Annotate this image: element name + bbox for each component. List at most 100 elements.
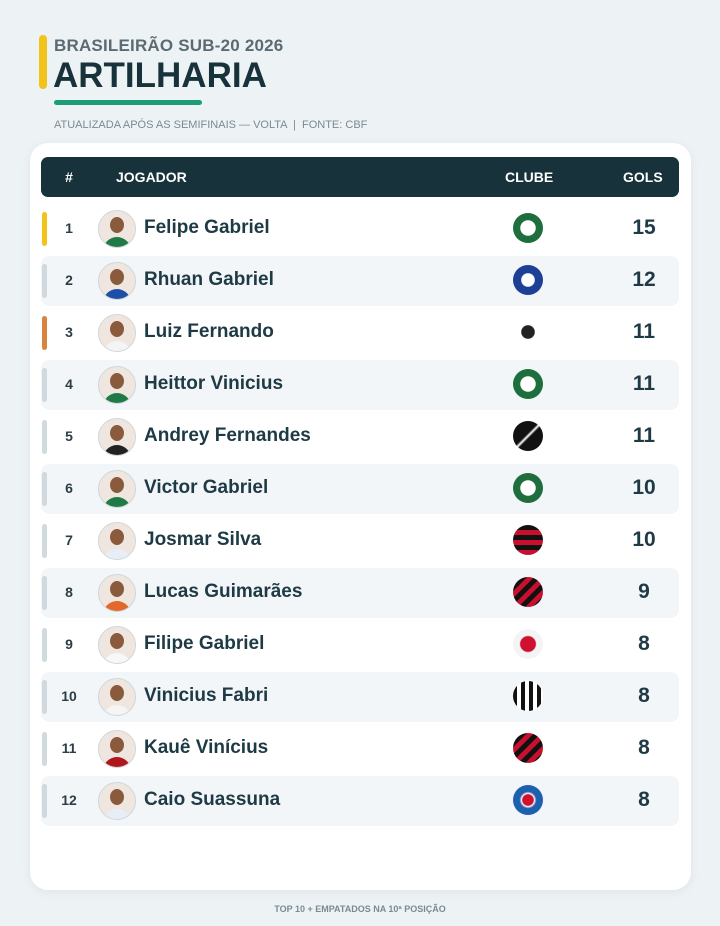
rank-accent: [42, 628, 47, 662]
rank: 11: [61, 740, 77, 756]
table-row: 10 Vinicius Fabri 8: [41, 672, 679, 722]
goals: 11: [632, 320, 656, 343]
club-crest: [513, 265, 543, 295]
goals: 15: [632, 216, 656, 239]
player-name: Vinicius Fabri: [144, 685, 269, 706]
goals: 10: [632, 476, 656, 499]
rank-accent: [42, 316, 47, 350]
goals: 11: [632, 372, 656, 395]
table-row: 9 Filipe Gabriel 8: [41, 620, 679, 670]
goals: 9: [638, 580, 650, 603]
column-header: JOGADOR: [116, 169, 187, 185]
photo-shirt: [103, 653, 131, 663]
player-name: Rhuan Gabriel: [144, 269, 274, 290]
photo-shirt: [103, 705, 131, 715]
table-row: 2 Rhuan Gabriel 12: [41, 256, 679, 306]
club-crest: [513, 733, 543, 763]
player-name: Felipe Gabriel: [144, 217, 270, 238]
goals: 11: [632, 424, 656, 447]
rank: 10: [61, 688, 77, 704]
photo-head: [110, 477, 124, 493]
photo-head: [110, 217, 124, 233]
table-row: 4 Heittor Vinicius 11: [41, 360, 679, 410]
player-name: Andrey Fernandes: [144, 425, 311, 446]
rank-accent: [42, 368, 47, 402]
photo-head: [110, 789, 124, 805]
club-crest: [513, 369, 543, 399]
photo-head: [110, 685, 124, 701]
photo-shirt: [103, 289, 131, 299]
photo-shirt: [103, 445, 131, 455]
club-crest: [513, 421, 543, 451]
goals: 8: [638, 684, 650, 707]
rank-accent: [42, 420, 47, 454]
title-underline: [54, 100, 202, 105]
club-crest: [513, 473, 543, 503]
player-photo: [98, 730, 136, 768]
photo-shirt: [103, 809, 131, 819]
table-row: 8 Lucas Guimarães 9: [41, 568, 679, 618]
photo-shirt: [103, 393, 131, 403]
rank: 4: [65, 376, 73, 392]
column-header: CLUBE: [505, 169, 554, 185]
player-name: Victor Gabriel: [144, 477, 269, 498]
rank: 5: [65, 428, 73, 444]
player-photo: [98, 210, 136, 248]
photo-head: [110, 529, 124, 545]
player-name: Kauê Vinícius: [144, 737, 269, 758]
column-header: #: [65, 169, 73, 185]
footer: TOP 10 + EMPATADOS NA 10ª POSIÇÃO: [274, 904, 446, 914]
table-row: 5 Andrey Fernandes 11: [41, 412, 679, 462]
photo-head: [110, 581, 124, 597]
player-photo: [98, 626, 136, 664]
title: ARTILHARIA: [53, 56, 267, 95]
rank: 9: [65, 636, 73, 652]
table-header: # JOGADOR CLUBE GOLS: [41, 157, 679, 197]
club-crest: [513, 213, 543, 243]
rank: 3: [65, 324, 73, 340]
player-photo: [98, 522, 136, 560]
photo-head: [110, 633, 124, 649]
player-photo: [98, 262, 136, 300]
rank-accent: [42, 784, 47, 818]
rank: 2: [65, 272, 73, 288]
rank-accent: [42, 472, 47, 506]
club-crest: [513, 317, 543, 347]
club-crest: [513, 785, 543, 815]
photo-head: [110, 737, 124, 753]
subtitle: ATUALIZADA APÓS AS SEMIFINAIS — VOLTA | …: [54, 119, 368, 131]
goals: 8: [638, 788, 650, 811]
rank-accent: [42, 732, 47, 766]
rank-accent: [42, 576, 47, 610]
player-photo: [98, 574, 136, 612]
player-photo: [98, 470, 136, 508]
column-header: GOLS: [623, 169, 663, 185]
rank: 8: [65, 584, 73, 600]
goals: 8: [638, 632, 650, 655]
table-row: 11 Kauê Vinícius 8: [41, 724, 679, 774]
rank-accent: [42, 212, 47, 246]
rank-accent: [42, 680, 47, 714]
player-name: Caio Suassuna: [144, 789, 281, 810]
rank: 12: [61, 792, 77, 808]
player-name: Luiz Fernando: [144, 321, 274, 342]
player-name: Lucas Guimarães: [144, 581, 303, 602]
photo-head: [110, 373, 124, 389]
rank: 1: [65, 220, 73, 236]
photo-shirt: [103, 237, 131, 247]
table-row: 1 Felipe Gabriel 15: [41, 204, 679, 254]
photo-shirt: [103, 601, 131, 611]
player-photo: [98, 678, 136, 716]
player-name: Josmar Silva: [144, 529, 262, 550]
photo-shirt: [103, 497, 131, 507]
club-crest: [513, 681, 543, 711]
photo-head: [110, 321, 124, 337]
rank-accent: [42, 264, 47, 298]
player-photo: [98, 314, 136, 352]
photo-head: [110, 425, 124, 441]
table-row: 7 Josmar Silva 10: [41, 516, 679, 566]
table-row: 12 Caio Suassuna 8: [41, 776, 679, 826]
player-photo: [98, 782, 136, 820]
photo-shirt: [103, 757, 131, 767]
